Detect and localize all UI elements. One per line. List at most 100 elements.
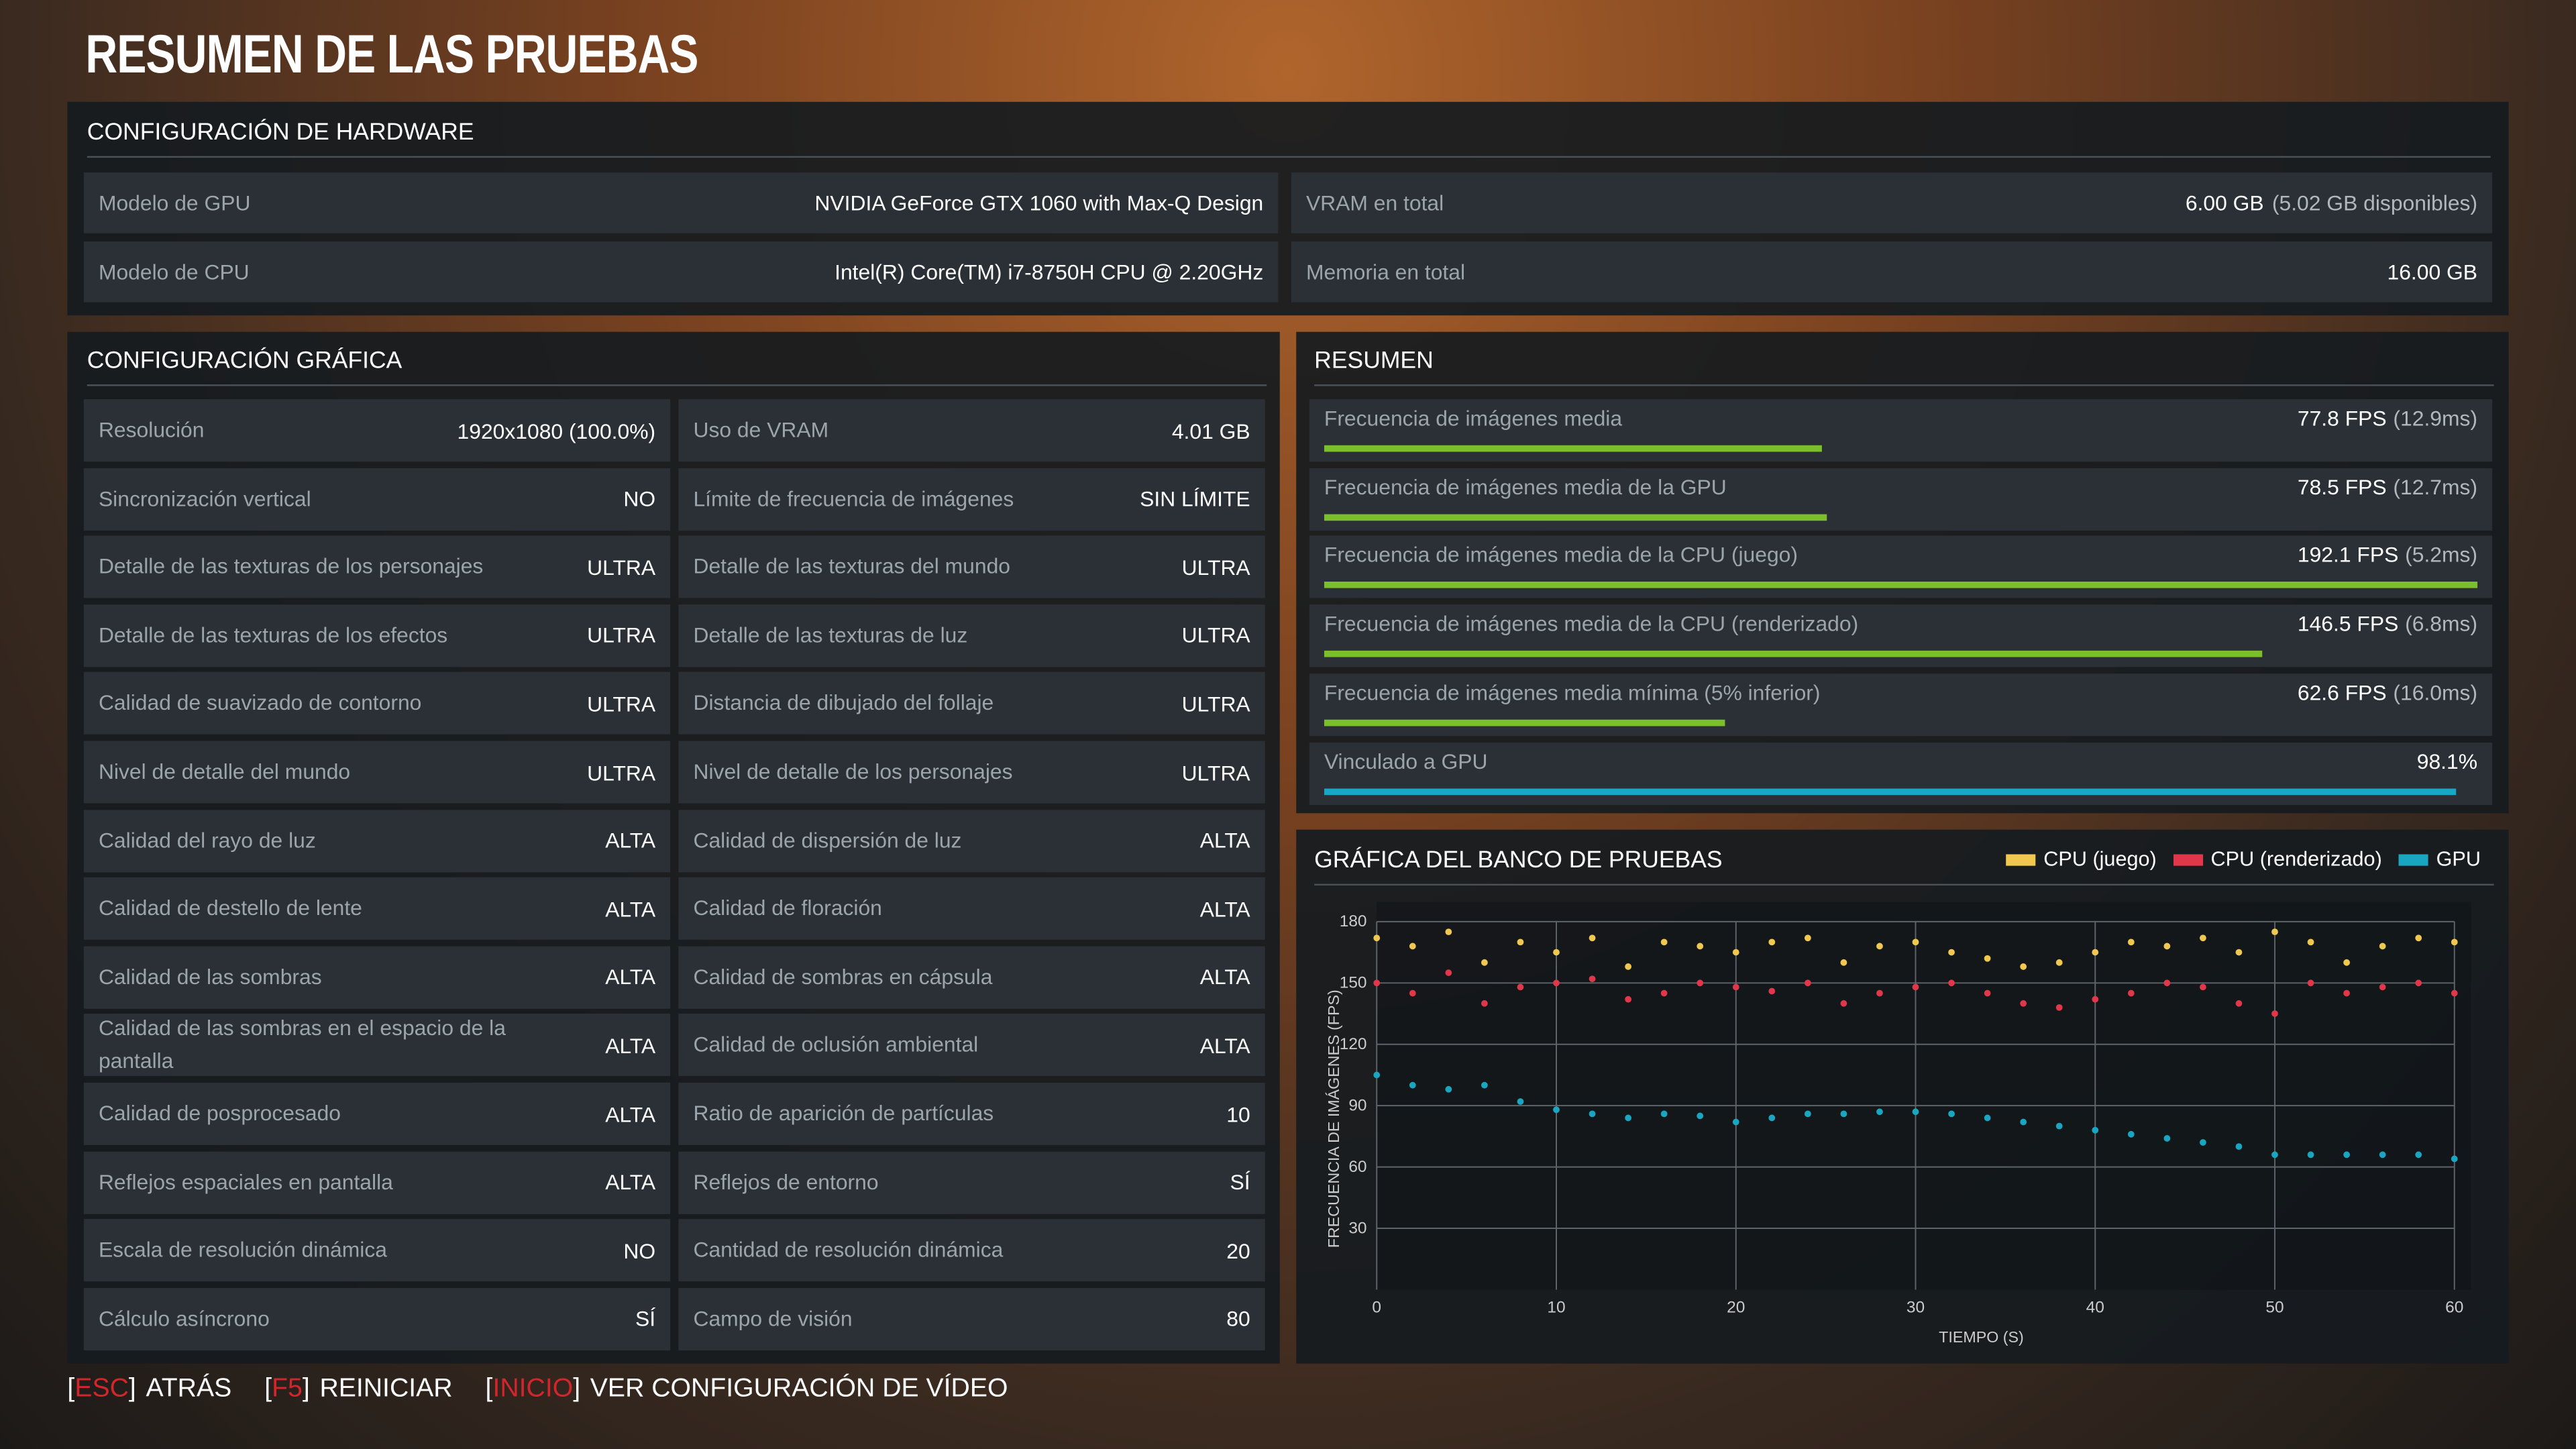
summary-bar [1324,582,2478,589]
bracket: ] [573,1375,581,1403]
setting-label: Límite de frecuencia de imágenes [693,485,1014,511]
data-point [2163,943,2171,950]
data-point [1697,979,1704,987]
legend-item: CPU (juego) [2005,847,2157,871]
footer-action[interactable]: [INICIO] VER CONFIGURACIÓN DE VÍDEO [486,1375,1008,1405]
data-point [2200,1139,2206,1146]
x-axis-title: TIEMPO (S) [1939,1328,2024,1346]
setting-value: NO [623,1238,656,1263]
data-point [1589,975,1596,983]
setting-label: Escala de resolución dinámica [98,1237,388,1263]
setting-value: SÍ [635,1306,656,1332]
row-label: Memoria en total [1305,258,1466,284]
chart-title: GRÁFICA DEL BANCO DE PRUEBAS [1314,848,2494,886]
setting-value: 20 [1226,1238,1250,1263]
bracket: [ [264,1375,272,1403]
setting-row: Calidad de suavizado de contorno ULTRA [83,672,671,735]
value-note: (6.8ms) [2405,611,2478,636]
bar-track [1324,582,2478,589]
footer: [ESC] ATRÁS [F5] REINICIAR [INICIO] VER CONFI… [67,1375,1008,1405]
setting-row: Reflejos de entorno SÍ [678,1150,1265,1214]
data-point [1804,1110,1811,1118]
data-point [2307,1151,2314,1159]
y-tick-label: 30 [1348,1219,1366,1237]
data-point [1553,949,1560,956]
row-value: 16.00 GB [2387,259,2478,284]
panel-header: CONFIGURACIÓN DE HARDWARE [87,120,2491,158]
y-tick-label: 180 [1340,912,1367,930]
data-point [1445,928,1452,936]
data-point [1625,1114,1632,1122]
data-point [1984,989,1991,997]
setting-label: Calidad del rayo de luz [98,827,316,853]
summary-row: Frecuencia de imágenes media de la CPU (… [1309,536,2493,599]
bracket: ] [128,1375,136,1403]
setting-value: ALTA [605,965,656,990]
row-value: 6.00 GB (5.02 GB disponibles) [2186,191,2477,215]
hardware-row: Memoria en total 16.00 GB [1291,240,2493,302]
data-point [1984,955,1991,962]
setting-value: ULTRA [587,623,656,648]
setting-value: ALTA [605,1033,656,1058]
value-note: (12.9ms) [2393,405,2478,431]
summary-bar [1324,719,1725,726]
data-point [2163,1135,2171,1142]
plot-area [1377,902,2471,1290]
x-tick-label: 0 [1372,1299,1381,1317]
data-point [1445,1085,1452,1093]
data-point [2451,1155,2458,1163]
setting-row: Detalle de las texturas del mundo ULTRA [678,535,1265,598]
setting-label: Calidad de las sombras en el espacio de … [98,1016,506,1074]
action-label: REINICIAR [319,1375,453,1403]
data-point [1553,1106,1560,1114]
legend-label: CPU (juego) [2043,847,2157,871]
data-point [1660,1110,1668,1118]
data-point [1840,1000,1847,1007]
data-point [1409,1081,1416,1089]
data-point [2415,1151,2422,1159]
data-point [2271,1010,2278,1017]
data-point [2055,1004,2063,1011]
setting-value: ULTRA [1181,554,1250,580]
setting-row: Calidad de sombras en cápsula ALTA [678,946,1265,1009]
data-point [2055,1122,2063,1130]
setting-label: Cálculo asíncrono [98,1305,270,1331]
data-point [1732,983,1739,991]
data-point [1804,979,1811,987]
setting-value: ALTA [605,1169,656,1195]
x-tick-label: 40 [2086,1299,2104,1317]
y-tick-label: 150 [1340,974,1367,992]
footer-action[interactable]: [ESC] ATRÁS [67,1375,231,1405]
setting-value: 10 [1226,1102,1250,1126]
setting-row: Detalle de las texturas de los efectos UL… [83,604,671,667]
data-point [2379,943,2386,950]
setting-label: Calidad de destello de lente [98,896,362,920]
setting-row: Nivel de detalle de los personajes ULTRA [678,741,1265,804]
data-point [2235,949,2243,956]
y-tick-label: 120 [1340,1035,1367,1053]
legend-swatch [2173,853,2203,865]
legend-swatch [2398,853,2428,865]
summary-label: Frecuencia de imágenes media de la CPU (… [1324,611,1859,636]
data-point [2200,934,2206,942]
summary-label: Frecuencia de imágenes media [1324,405,1623,431]
data-point [1517,1098,1524,1105]
value-text: 16.00 GB [2387,258,2478,284]
bar-track [1324,788,2477,795]
setting-value: 1920x1080 (100.0%) [457,418,656,443]
footer-action[interactable]: [F5] REINICIAR [264,1375,452,1405]
x-tick-label: 30 [1907,1299,1925,1317]
data-point [1697,1112,1704,1120]
legend-label: CPU (renderizado) [2210,847,2382,871]
setting-row: Nivel de detalle del mundo ULTRA [83,741,671,804]
y-tick-label: 90 [1348,1097,1366,1115]
data-point [1876,943,1883,950]
data-point [2020,1000,2027,1007]
data-point [2235,1000,2243,1007]
page-title: RESUMEN DE LAS PRUEBAS [85,23,698,84]
hardware-row: Modelo de GPU NVIDIA GeForce GTX 1060 wit… [83,172,1279,233]
summary-value: 62.6 FPS (16.0ms) [2298,680,2477,704]
setting-row: Límite de frecuencia de imágenes SIN LÍMI… [678,467,1265,531]
setting-row: Calidad de posprocesado ALTA [83,1082,671,1145]
